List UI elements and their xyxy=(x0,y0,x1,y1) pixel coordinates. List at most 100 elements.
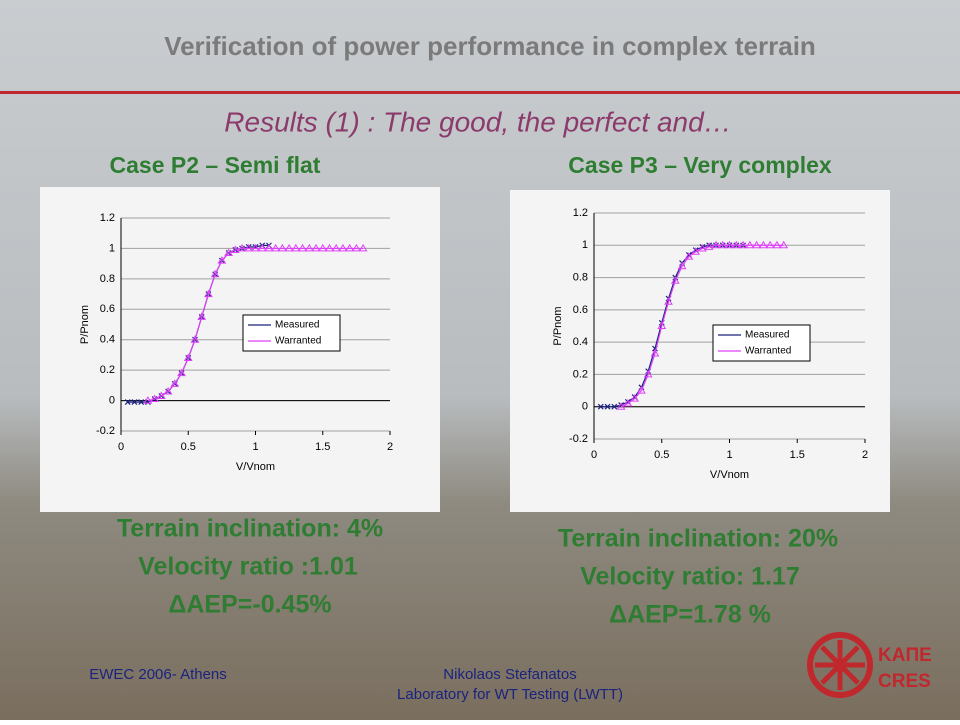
stat-line: ΔAEP=-0.45% xyxy=(168,591,331,619)
marker xyxy=(298,243,307,252)
legend-label: Measured xyxy=(745,330,789,341)
title-rule xyxy=(0,91,960,94)
y-tick-label: 0.4 xyxy=(573,336,588,348)
x-tick-label: 0.5 xyxy=(181,441,196,453)
marker xyxy=(616,402,626,410)
y-axis-label: P/Pnom xyxy=(79,305,91,344)
stat-line: Terrain inclination: 20% xyxy=(558,525,838,553)
series-line xyxy=(620,244,784,408)
marker xyxy=(244,243,254,252)
marker xyxy=(183,353,193,361)
marker xyxy=(745,240,755,249)
marker xyxy=(257,243,267,252)
marker xyxy=(725,240,734,249)
marker xyxy=(664,297,673,305)
x-tick-label: 2 xyxy=(387,441,393,453)
y-tick-label: 1.2 xyxy=(100,212,115,224)
case-title: Case P3 – Very complex xyxy=(568,152,832,178)
x-tick-label: 0 xyxy=(591,449,597,461)
marker xyxy=(204,289,213,298)
x-tick-label: 1.5 xyxy=(790,449,805,461)
marker xyxy=(611,403,618,410)
marker xyxy=(163,386,173,395)
slide-title: Verification of power performance in com… xyxy=(164,31,816,61)
stat-line: Terrain inclination: 4% xyxy=(117,515,383,543)
footer-left: EWEC 2006- Athens xyxy=(89,666,227,683)
marker xyxy=(325,243,334,252)
y-tick-label: 0.2 xyxy=(573,368,588,380)
marker xyxy=(352,243,361,252)
marker xyxy=(358,243,368,252)
chart-panel xyxy=(510,190,890,512)
y-tick-label: 1.2 xyxy=(573,207,588,219)
marker xyxy=(691,247,700,255)
legend-label: Warranted xyxy=(745,346,791,357)
marker xyxy=(711,240,721,249)
stat-line: ΔAEP=1.78 % xyxy=(609,601,771,629)
marker xyxy=(643,369,653,378)
y-axis-label: P/Pnom xyxy=(552,306,564,345)
legend-label: Warranted xyxy=(275,336,321,347)
marker xyxy=(197,312,207,320)
marker xyxy=(237,243,247,252)
legend-label: Measured xyxy=(275,320,319,331)
logo: ΚΑΠΕ CRES xyxy=(807,632,932,698)
marker xyxy=(124,399,131,406)
x-axis-label: V/Vnom xyxy=(710,469,749,481)
legend-box xyxy=(242,314,341,352)
marker xyxy=(143,396,153,404)
charts: -0.200.20.40.60.811.20 0.5 1 1.5 2V/VnomP/Pn… xyxy=(40,187,890,512)
stat-line: Velocity ratio: 1.17 xyxy=(580,563,800,591)
marker xyxy=(684,252,694,260)
y-tick-label: 0.8 xyxy=(100,273,115,285)
y-tick-label: 0 xyxy=(582,401,588,413)
marker xyxy=(637,386,646,394)
marker xyxy=(345,243,355,252)
marker xyxy=(650,348,660,357)
y-tick-label: 0.2 xyxy=(100,364,115,376)
marker xyxy=(318,243,328,252)
logo-mark xyxy=(815,640,865,690)
case-title: Case P2 – Semi flat xyxy=(110,152,321,178)
marker xyxy=(224,248,233,256)
marker xyxy=(623,398,633,407)
marker xyxy=(311,243,321,252)
subtitle: Results (1) : The good, the perfect and… xyxy=(224,106,731,137)
logo-text: CRES xyxy=(878,671,931,692)
logo-text: ΚΑΠΕ xyxy=(878,645,932,666)
marker xyxy=(278,243,287,252)
x-tick-label: 2 xyxy=(862,449,868,461)
marker xyxy=(718,240,728,249)
y-tick-label: 1 xyxy=(109,242,115,254)
x-tick-label: 0.5 xyxy=(654,449,669,461)
x-tick-label: 0 xyxy=(118,441,124,453)
marker xyxy=(251,243,260,252)
marker xyxy=(170,379,180,387)
marker xyxy=(331,243,341,252)
logo-mark xyxy=(807,632,873,698)
marker xyxy=(731,240,741,249)
marker xyxy=(284,243,294,252)
footer-center: Nikolaos Stefanatos xyxy=(443,666,576,683)
marker xyxy=(759,240,768,249)
marker xyxy=(264,243,274,252)
marker xyxy=(670,276,680,284)
marker xyxy=(738,240,748,249)
marker xyxy=(190,335,200,343)
marker xyxy=(131,399,138,406)
y-tick-label: 0.4 xyxy=(100,334,115,346)
marker xyxy=(597,403,604,410)
y-tick-label: 0.6 xyxy=(100,303,115,315)
marker xyxy=(230,245,240,253)
marker xyxy=(657,321,667,329)
footer-center: Laboratory for WT Testing (LWTT) xyxy=(397,686,623,703)
x-tick-label: 1 xyxy=(252,441,258,453)
marker xyxy=(138,399,145,406)
marker xyxy=(604,403,611,410)
marker xyxy=(304,243,314,252)
x-axis-label: V/Vnom xyxy=(236,461,275,473)
marker xyxy=(177,368,186,377)
marker xyxy=(779,240,789,249)
y-tick-label: -0.2 xyxy=(96,425,115,437)
